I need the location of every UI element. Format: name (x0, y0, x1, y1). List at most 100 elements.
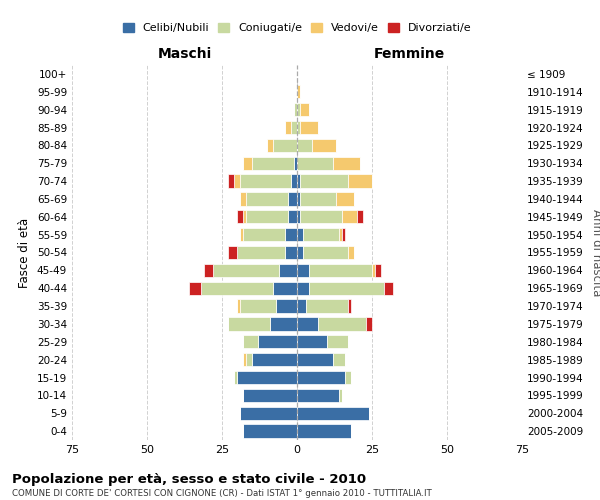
Bar (273, 282, 297, 295)
Bar (258, 335, 297, 348)
Bar (318, 317, 366, 330)
Bar (237, 371, 297, 384)
Bar (297, 264, 309, 277)
Bar (285, 246, 297, 259)
Bar (267, 138, 273, 152)
Text: COMUNE DI CORTE DE' CORTESI CON CIGNONE (CR) - Dati ISTAT 1° gennaio 2010 - TUTT: COMUNE DI CORTE DE' CORTESI CON CIGNONE … (12, 489, 432, 498)
Bar (234, 371, 237, 384)
Bar (243, 353, 246, 366)
Bar (279, 264, 297, 277)
Bar (246, 192, 288, 205)
Bar (297, 246, 303, 259)
Bar (384, 282, 393, 295)
Bar (303, 246, 348, 259)
Bar (306, 300, 348, 313)
Bar (252, 156, 294, 170)
Text: Popolazione per età, sesso e stato civile - 2010: Popolazione per età, sesso e stato civil… (12, 472, 366, 486)
Bar (243, 210, 246, 224)
Bar (297, 335, 327, 348)
Bar (297, 192, 300, 205)
Bar (285, 228, 297, 241)
Bar (240, 300, 276, 313)
Bar (300, 174, 348, 188)
Bar (204, 264, 213, 277)
Bar (297, 156, 333, 170)
Bar (357, 210, 363, 224)
Bar (297, 388, 339, 402)
Bar (285, 121, 291, 134)
Bar (273, 138, 297, 152)
Bar (342, 228, 345, 241)
Bar (270, 317, 297, 330)
Bar (240, 228, 243, 241)
Bar (297, 85, 300, 98)
Bar (297, 174, 300, 188)
Bar (237, 210, 243, 224)
Bar (276, 300, 297, 313)
Bar (297, 282, 309, 295)
Bar (201, 282, 273, 295)
Bar (297, 228, 303, 241)
Bar (243, 228, 285, 241)
Bar (189, 282, 201, 295)
Bar (372, 264, 375, 277)
Bar (288, 192, 297, 205)
Bar (333, 156, 360, 170)
Bar (291, 121, 297, 134)
Bar (297, 121, 300, 134)
Bar (228, 246, 237, 259)
Bar (297, 103, 300, 117)
Bar (288, 210, 297, 224)
Bar (297, 353, 333, 366)
Bar (294, 156, 297, 170)
Bar (237, 300, 240, 313)
Bar (297, 300, 306, 313)
Bar (342, 210, 357, 224)
Bar (297, 317, 318, 330)
Bar (228, 317, 270, 330)
Bar (309, 264, 372, 277)
Y-axis label: Fasce di età: Fasce di età (19, 218, 31, 288)
Bar (243, 424, 297, 438)
Bar (300, 210, 342, 224)
Bar (366, 317, 372, 330)
Bar (297, 406, 369, 420)
Bar (312, 138, 336, 152)
Bar (333, 353, 345, 366)
Bar (240, 192, 246, 205)
Bar (246, 210, 288, 224)
Bar (297, 210, 300, 224)
Legend: Celibi/Nubili, Coniugati/e, Vedovi/e, Divorziati/e: Celibi/Nubili, Coniugati/e, Vedovi/e, Di… (118, 18, 476, 38)
Bar (339, 228, 342, 241)
Bar (303, 228, 339, 241)
Bar (348, 300, 351, 313)
Bar (348, 174, 372, 188)
Bar (294, 103, 297, 117)
Bar (327, 335, 348, 348)
Bar (240, 174, 291, 188)
Bar (228, 174, 234, 188)
Bar (300, 192, 336, 205)
Bar (297, 424, 351, 438)
Bar (375, 264, 381, 277)
Bar (240, 406, 297, 420)
Bar (243, 388, 297, 402)
Bar (348, 246, 354, 259)
Bar (297, 138, 312, 152)
Bar (345, 371, 351, 384)
Bar (300, 103, 309, 117)
Bar (300, 121, 318, 134)
Bar (246, 353, 252, 366)
Bar (336, 192, 354, 205)
Y-axis label: Anni di nascita: Anni di nascita (590, 209, 600, 296)
Bar (243, 335, 258, 348)
Bar (237, 246, 285, 259)
Bar (252, 353, 297, 366)
Bar (339, 388, 342, 402)
Text: Femmine: Femmine (374, 48, 445, 62)
Bar (234, 174, 240, 188)
Bar (297, 371, 345, 384)
Bar (243, 156, 252, 170)
Text: Maschi: Maschi (157, 48, 212, 62)
Bar (213, 264, 279, 277)
